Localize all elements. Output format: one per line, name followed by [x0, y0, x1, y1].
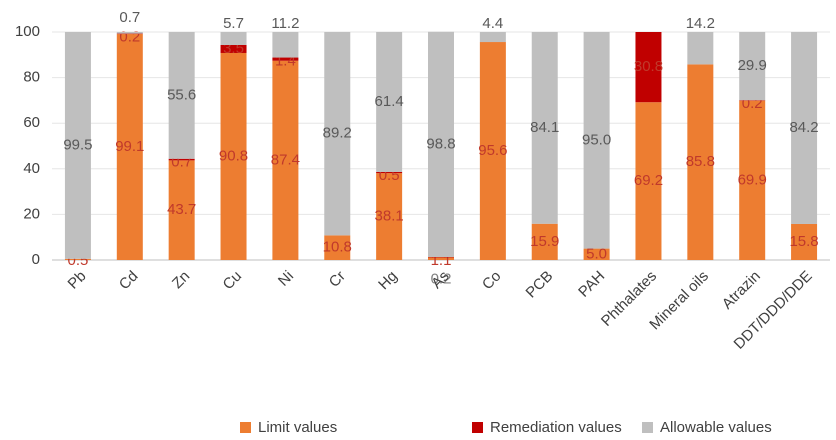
bar-segment [479, 42, 506, 261]
data-label: 29.9 [738, 57, 767, 74]
bar-segment [791, 223, 818, 260]
data-label: 85.8 [686, 153, 715, 170]
data-label: 84.1 [530, 119, 559, 136]
bar-segment [531, 32, 558, 224]
bar-segment [64, 32, 91, 259]
bar-segment [376, 32, 403, 172]
data-label: 15.8 [789, 233, 818, 250]
x-tick-label: Pb [65, 268, 90, 293]
bar-segment [272, 57, 299, 61]
legend-label: Allowable values [660, 419, 772, 436]
bar-segment [220, 44, 247, 53]
bar-segment [272, 60, 299, 261]
bar-segment [687, 32, 714, 65]
x-tick-label: PCB [523, 268, 557, 302]
bar-segment [791, 32, 818, 224]
y-tick-label: 20 [23, 205, 40, 222]
x-tick-label: Ni [275, 268, 297, 290]
bar-segment [739, 32, 766, 101]
data-label: 98.8 [426, 135, 455, 152]
data-label: 15.9 [530, 233, 559, 250]
data-label: 0.7 [119, 9, 140, 26]
x-tick-label: Atrazin [719, 268, 764, 313]
bar-segment [168, 160, 195, 260]
x-tick-label: PAH [575, 268, 608, 301]
bar-segment [531, 223, 558, 260]
y-tick-label: 0 [32, 251, 40, 268]
data-label: 69.9 [738, 171, 767, 188]
data-label: 11.2 [271, 15, 299, 32]
data-label: 69.2 [634, 172, 663, 189]
bar-segment [428, 257, 454, 260]
data-label: 61.4 [375, 93, 404, 110]
y-tick-label: 40 [23, 160, 40, 177]
x-tick-label: Co [479, 268, 505, 294]
bar-segment [583, 248, 610, 260]
bar-segment [220, 32, 247, 45]
bar-segment [116, 34, 143, 260]
legend-swatch [240, 422, 251, 433]
data-label: 90.8 [219, 147, 248, 164]
data-label: 4.4 [482, 15, 503, 32]
x-tick-label: Zn [169, 268, 193, 292]
legend-swatch [642, 422, 653, 433]
data-label: 95.0 [582, 131, 611, 148]
bar-segment [272, 32, 299, 58]
data-label: 43.7 [167, 201, 196, 218]
bar-segment [687, 64, 714, 260]
data-label: 87.4 [271, 151, 300, 168]
data-label: 99.1 [115, 138, 144, 155]
bar-segment [376, 171, 403, 174]
bar-segment [428, 31, 454, 258]
bar-segment [376, 173, 403, 260]
bar-segment [324, 235, 351, 260]
x-tick-label: Cu [220, 268, 246, 294]
data-label: 30.8 [634, 58, 663, 75]
data-label: 10.8 [323, 239, 352, 256]
legend-swatch [472, 422, 483, 433]
data-label: 99.5 [63, 136, 92, 153]
data-label: 0.2 [119, 29, 140, 46]
legend-label: Remediation values [490, 419, 622, 436]
data-label: 55.6 [167, 86, 196, 103]
data-label: 5.7 [223, 15, 244, 32]
x-tick-label: Cr [326, 268, 349, 291]
data-label: 89.2 [323, 125, 352, 142]
bar-segment [168, 32, 195, 159]
bar-segment [479, 32, 506, 43]
bar-segment [64, 258, 91, 260]
data-label: 95.6 [478, 142, 507, 159]
bar-segment [168, 158, 195, 161]
data-label: 84.2 [789, 119, 818, 136]
bar-segment [635, 32, 662, 103]
bar-segment [116, 32, 143, 34]
y-tick-label: 60 [23, 114, 40, 131]
bar-segment [739, 100, 766, 261]
y-tick-label: 100 [15, 23, 40, 40]
bar-segment [220, 52, 247, 261]
bar-segment [635, 102, 662, 260]
legend-label: Limit values [258, 419, 337, 436]
data-label: 14.2 [686, 15, 715, 32]
x-tick-label: Cd [116, 268, 142, 294]
data-label: 0.2 [431, 270, 452, 287]
y-tick-label: 80 [23, 69, 40, 86]
data-label: 5.0 [586, 245, 607, 262]
x-tick-label: Hg [375, 268, 401, 294]
bar-segment [583, 32, 610, 249]
bar-segment [324, 32, 351, 236]
data-label: 38.1 [375, 208, 404, 225]
